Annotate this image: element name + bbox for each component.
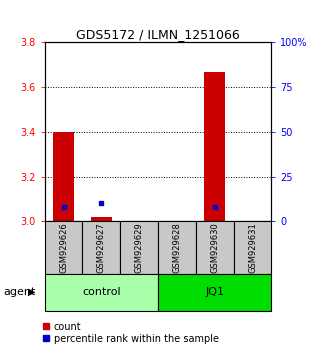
Bar xyxy=(234,221,271,274)
Bar xyxy=(53,132,74,221)
Text: GSM929629: GSM929629 xyxy=(135,222,144,273)
Text: GSM929626: GSM929626 xyxy=(59,222,68,273)
Bar xyxy=(158,221,196,274)
Bar xyxy=(204,72,225,221)
Bar xyxy=(45,274,158,311)
Text: GSM929631: GSM929631 xyxy=(248,222,257,273)
Title: GDS5172 / ILMN_1251066: GDS5172 / ILMN_1251066 xyxy=(76,28,240,41)
Bar xyxy=(82,221,120,274)
Text: GSM929628: GSM929628 xyxy=(172,222,181,273)
Text: GSM929627: GSM929627 xyxy=(97,222,106,273)
Bar xyxy=(196,221,234,274)
Text: ▶: ▶ xyxy=(27,287,35,297)
Bar xyxy=(45,221,82,274)
Text: JQ1: JQ1 xyxy=(205,287,224,297)
Bar xyxy=(120,221,158,274)
Text: GSM929630: GSM929630 xyxy=(210,222,219,273)
Bar xyxy=(158,274,271,311)
Text: control: control xyxy=(82,287,121,297)
Bar xyxy=(91,217,112,221)
Legend: count, percentile rank within the sample: count, percentile rank within the sample xyxy=(43,322,218,344)
Text: agent: agent xyxy=(3,287,36,297)
